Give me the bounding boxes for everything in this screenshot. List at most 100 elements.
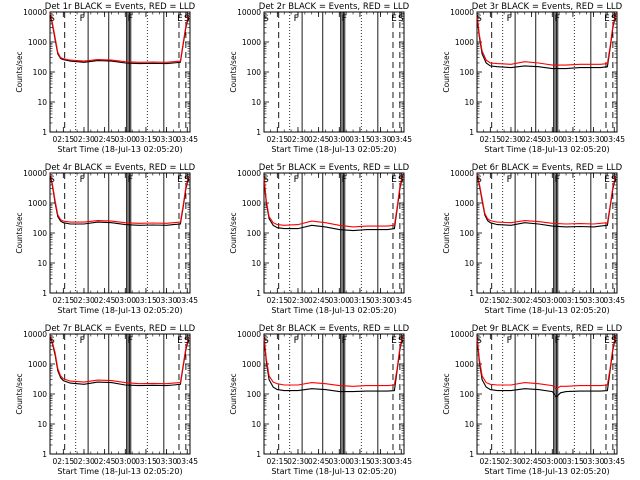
y-tick-label: 1000 [28,38,47,47]
y-tick-label: 100 [247,390,262,399]
x-axis-label: Start Time (18-Jul-13 02:05:20) [271,306,396,315]
y-tick-label: 100 [33,390,48,399]
y-tick-label: 10 [37,259,47,268]
y-tick-label: 1 [42,289,47,298]
x-tick-label: 03:00 [328,296,350,305]
y-tick-label: 10000 [23,169,47,178]
y-axis-label: Counts/sec [15,373,24,414]
x-tick-label: 03:45 [603,457,625,466]
marker-annotation: F [555,14,560,24]
x-tick-label: 03:30 [370,135,392,144]
y-tick-label: 10 [464,420,474,429]
x-tick-label: 02:30 [73,135,95,144]
lld-series-line [263,335,404,387]
marker-annotation: F [507,336,512,346]
marker-annotation: S [476,336,482,346]
x-tick-label: 03:15 [349,135,371,144]
x-axis-label: Start Time (18-Jul-13 02:05:20) [57,306,182,315]
x-axis-label: Start Time (18-Jul-13 02:05:20) [271,467,396,476]
x-tick-label: 02:30 [287,296,309,305]
lld-series-line [49,13,190,63]
x-tick-label: 03:30 [583,135,605,144]
x-tick-label: 02:45 [94,457,116,466]
x-tick-label: 03:30 [370,457,392,466]
detector-panel: Det 3r BLACK = Events, RED = LLD 1 10 100 10… [442,2,625,154]
marker-annotation: S [263,14,269,24]
marker-annotation: S [611,336,617,346]
x-axis-label: Start Time (18-Jul-13 02:05:20) [484,306,609,315]
y-tick-label: 1 [42,450,47,459]
detector-panel: Det 7r BLACK = Events, RED = LLD 1 10 100 10… [15,324,198,476]
x-tick-label: 02:15 [267,296,289,305]
marker-annotation: F [294,336,299,346]
panel-title: Det 9r BLACK = Events, RED = LLD [472,324,623,334]
x-tick-label: 03:30 [583,296,605,305]
y-tick-label: 1000 [28,360,47,369]
y-tick-label: 100 [247,68,262,77]
x-tick-label: 03:00 [541,135,563,144]
lld-series-line [476,13,617,66]
y-tick-label: 100 [460,68,475,77]
plot-frame [49,11,191,133]
x-tick-label: 02:30 [500,296,522,305]
x-tick-label: 03:15 [562,296,584,305]
y-tick-label: 1 [469,450,474,459]
x-tick-label: 02:45 [521,135,543,144]
detector-panel: Det 5r BLACK = Events, RED = LLD 1 10 100 10… [229,163,412,315]
x-tick-label: 02:45 [94,296,116,305]
x-tick-label: 03:45 [390,135,412,144]
y-tick-label: 10000 [450,330,474,339]
x-tick-label: 03:00 [328,135,350,144]
events-series-line [476,174,617,228]
x-tick-label: 03:15 [349,296,371,305]
x-tick-label: 02:30 [500,457,522,466]
detector-panel: Det 2r BLACK = Events, RED = LLD 1 10 100 10… [229,2,412,154]
x-tick-label: 03:45 [176,296,198,305]
y-tick-label: 10 [251,259,261,268]
y-tick-label: 100 [33,68,48,77]
marker-annotation: F [342,336,347,346]
marker-annotation: S [398,175,404,185]
events-series-line [49,174,190,226]
y-tick-label: 10 [37,98,47,107]
marker-annotation: S [263,175,269,185]
x-tick-label: 03:15 [135,135,157,144]
y-tick-label: 1000 [242,199,261,208]
x-tick-label: 03:45 [176,135,198,144]
y-tick-label: 100 [247,229,262,238]
y-tick-label: 10 [251,98,261,107]
marker-annotation: F [294,14,299,24]
y-axis-label: Counts/sec [15,51,24,92]
x-axis-label: Start Time (18-Jul-13 02:05:20) [484,467,609,476]
x-tick-label: 02:15 [53,296,75,305]
marker-annotation: S [49,175,55,185]
marker-annotation: S [398,14,404,24]
x-tick-label: 02:30 [73,296,95,305]
y-tick-label: 100 [460,390,475,399]
x-tick-label: 02:45 [308,457,330,466]
panel-title: Det 4r BLACK = Events, RED = LLD [45,163,196,173]
x-tick-label: 03:45 [603,135,625,144]
events-series-line [263,175,404,232]
y-tick-label: 1000 [242,38,261,47]
detector-panel: Det 6r BLACK = Events, RED = LLD 1 10 100 10… [442,163,625,315]
plot-frame [263,11,405,133]
x-tick-label: 03:00 [114,457,136,466]
marker-annotation: F [507,14,512,24]
panel-title: Det 5r BLACK = Events, RED = LLD [259,163,410,173]
marker-annotation: S [49,14,55,24]
marker-annotation: S [49,336,55,346]
y-axis-label: Counts/sec [442,212,451,253]
x-tick-label: 03:30 [370,296,392,305]
marker-annotation: S [611,14,617,24]
plot-frame [49,172,191,294]
marker-annotation: S [263,336,269,346]
marker-annotation: F [128,14,133,24]
marker-annotation: F [342,14,347,24]
marker-annotation: F [128,175,133,185]
y-tick-label: 10 [464,98,474,107]
y-tick-label: 1000 [455,199,474,208]
y-tick-label: 10000 [237,8,261,17]
marker-annotation: F [80,175,85,185]
